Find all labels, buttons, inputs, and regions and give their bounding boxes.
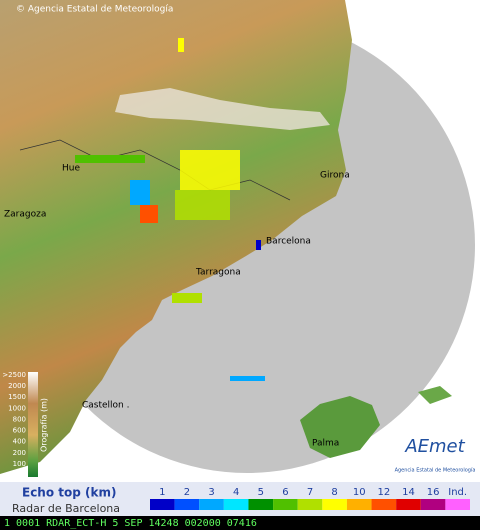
legend-swatch [297, 499, 323, 510]
city-marker: Castellon . [82, 401, 130, 411]
legend-swatch [150, 499, 175, 510]
city-marker: Girona [320, 171, 350, 181]
menorca [418, 386, 452, 404]
orography-bar [28, 372, 38, 477]
orography-label: 200 [13, 449, 26, 457]
city-marker: Palma [312, 439, 339, 449]
legend-swatch [223, 499, 249, 510]
legend-swatch [322, 499, 347, 510]
orography-label: 800 [13, 415, 26, 423]
legend-swatch [420, 499, 446, 510]
logo-box [392, 428, 478, 480]
legend-swatch [199, 499, 224, 510]
legend-swatch [371, 499, 397, 510]
status-line: 1 0001 RDAR_ECT-H 5 SEP 14248 002000 074… [4, 518, 257, 529]
legend-label: 14 [402, 487, 415, 498]
legend-label: 7 [307, 487, 313, 498]
logo-subtitle: Agencia Estatal de Meteorología [395, 467, 476, 474]
legend-label: 5 [258, 487, 264, 498]
copyright: © Agencia Estatal de Meteorología [16, 5, 173, 15]
legend-label: 10 [353, 487, 366, 498]
legend-label: 16 [427, 487, 440, 498]
legend-swatch [396, 499, 421, 510]
legend-swatch [273, 499, 298, 510]
orography-label: 400 [13, 438, 26, 446]
city-marker: Tarragona [195, 268, 241, 278]
city-marker: Hue [62, 164, 80, 174]
orography-title: Orografía (m) [40, 398, 49, 452]
orography-label: 1500 [8, 393, 26, 401]
legend-title: Echo top (km) [22, 486, 116, 500]
borders [19, 139, 291, 201]
orography-label: >2500 [2, 371, 26, 379]
city-marker: Zaragoza [4, 210, 46, 220]
orography-label: 100 [13, 460, 26, 468]
orography-label: 600 [13, 427, 26, 435]
legend-label: 2 [184, 487, 190, 498]
orography-label: 1000 [8, 404, 26, 412]
city-marker: Barcelona [266, 237, 311, 247]
legend-levels: 1 2 3 4 5 6 7 8 10 12 14 16 Ind. [150, 487, 470, 510]
legend-swatch [445, 499, 470, 510]
orography-label: 0 [22, 471, 26, 479]
orography-label: 2000 [8, 382, 26, 390]
mallorca [300, 396, 380, 458]
legend-label: 6 [282, 487, 288, 498]
legend-label: 3 [208, 487, 214, 498]
legend-swatch [174, 499, 200, 510]
legend-subtitle: Radar de Barcelona [12, 502, 120, 515]
radar-echoes [75, 38, 265, 381]
legend-label: Ind. [448, 487, 467, 498]
legend-label: 12 [377, 487, 390, 498]
legend-label: 4 [233, 487, 239, 498]
legend-swatch [248, 499, 274, 510]
pyrenees [115, 88, 330, 130]
legend-label: 1 [159, 487, 165, 498]
radar-map: © Agencia Estatal de Meteorología Hue Zar… [0, 0, 478, 480]
legend-label: 8 [331, 487, 337, 498]
legend-swatch [346, 499, 372, 510]
logo-name: AEmet [404, 436, 465, 457]
cities: Hue Zaragoza Girona Barcelona Tarragona Caste… [4, 164, 350, 449]
